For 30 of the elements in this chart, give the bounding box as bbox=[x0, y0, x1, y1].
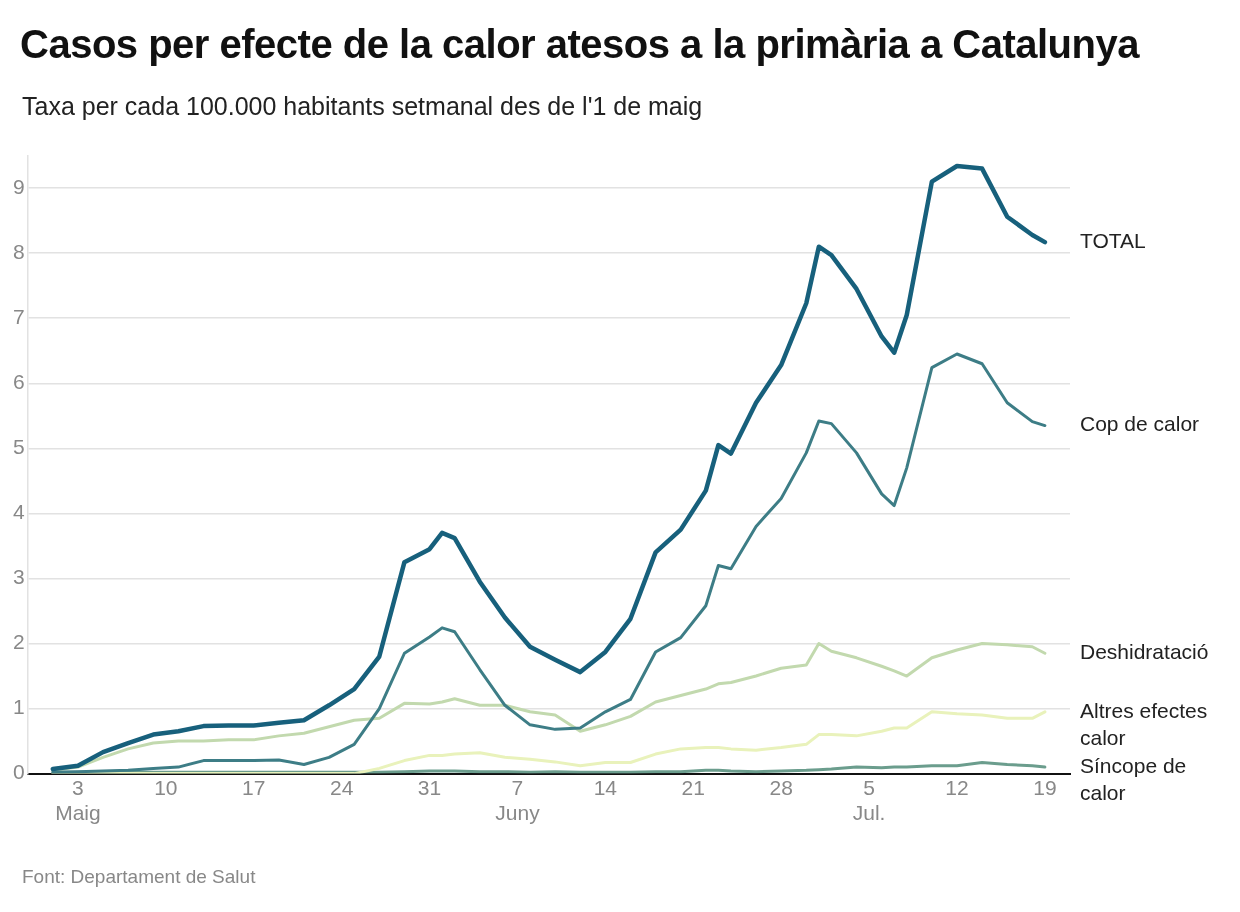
series-label: Deshidratació bbox=[1080, 640, 1209, 664]
y-tick-label: 3 bbox=[12, 565, 25, 589]
x-tick-label: 12 bbox=[945, 776, 969, 799]
chart-subtitle: Taxa per cada 100.000 habitants setmanal des de l'1 de maig bbox=[22, 92, 703, 121]
x-tick-label: 17 bbox=[242, 776, 266, 799]
y-tick-label: 5 bbox=[12, 435, 25, 459]
x-tick-label: 28 bbox=[769, 776, 793, 799]
series-label: TOTAL bbox=[1080, 228, 1146, 252]
y-tick-label: 9 bbox=[12, 174, 25, 198]
y-tick-label: 8 bbox=[12, 239, 25, 263]
x-tick-label: 5 Jul. bbox=[852, 776, 886, 825]
x-tick-label: 31 bbox=[417, 776, 442, 799]
y-tick-label: 2 bbox=[12, 630, 25, 654]
y-tick-label: 6 bbox=[12, 370, 25, 394]
text: Font: Departament de Salut bbox=[22, 866, 256, 888]
series-label: Cop de calor bbox=[1080, 412, 1200, 436]
x-tick-label: 3 Maig bbox=[55, 776, 101, 825]
x-tick-label: 14 bbox=[593, 776, 618, 799]
x-tick-label: 21 bbox=[681, 776, 705, 799]
y-tick-label: 0 bbox=[12, 760, 25, 784]
series-label: Altres efectes calor bbox=[1080, 698, 1208, 749]
y-tick-label: 7 bbox=[12, 305, 25, 329]
y-tick-label: 1 bbox=[12, 695, 25, 719]
x-tick-label: 19 bbox=[1033, 776, 1057, 799]
x-tick-label: 7 Juny bbox=[495, 776, 541, 825]
x-tick-label: 10 bbox=[154, 776, 178, 799]
x-tick-label: 24 bbox=[329, 776, 354, 799]
series-label: Síncope de calor bbox=[1080, 753, 1187, 804]
chart-title: Casos per efecte de la calor atesos a la primària a Catalunya bbox=[20, 22, 1139, 67]
y-tick-label: 4 bbox=[12, 500, 25, 524]
